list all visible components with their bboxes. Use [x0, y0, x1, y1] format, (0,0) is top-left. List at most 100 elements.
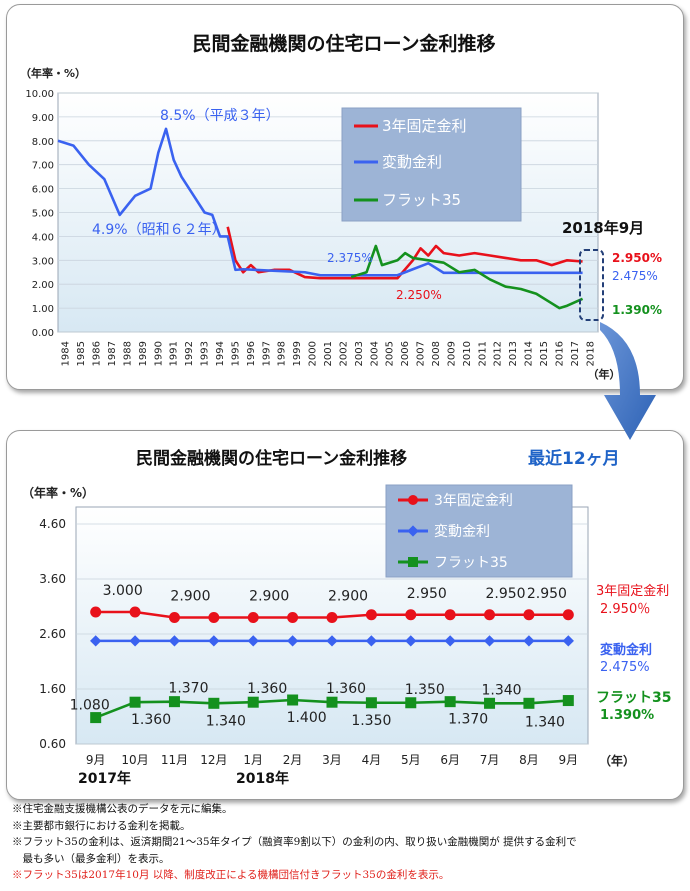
top-x-tick-label: 2010: [462, 341, 473, 366]
top-x-tick-label: 1984: [61, 341, 72, 366]
highlight-label: 2018年9月: [562, 219, 644, 237]
top-y-tick-label: 9.00: [32, 113, 54, 124]
top-legend-label-variable: 変動金利: [382, 153, 442, 171]
footnote: 最も多い（最多金利）を表示。: [12, 852, 170, 865]
bottom-data-label-fixed: 2.950: [485, 586, 525, 602]
bottom-point-variable: [444, 635, 456, 647]
bottom-grid: [76, 523, 588, 745]
side-label-variable-value: 2.475%: [600, 660, 650, 675]
bottom-point-fixed: [247, 612, 259, 623]
top-x-tick-label: 1999: [292, 341, 303, 366]
footnote: ※住宅金融支援機構公表のデータを元に編集。: [12, 803, 233, 815]
bottom-legend-label-variable: 変動金利: [434, 523, 490, 540]
bottom-point-fixed: [444, 609, 456, 621]
top-x-axis-unit: （年）: [588, 367, 621, 381]
top-x-tick-label: 2009: [446, 341, 457, 366]
bottom-data-label-flat35: 1.350: [405, 682, 445, 698]
top-legend-label-fixed: 3年固定金利: [382, 117, 467, 135]
bottom-data-label-flat35: 1.340: [206, 713, 246, 729]
bottom-point-variable: [523, 635, 535, 647]
bottom-x-tick-label: 9月: [558, 753, 578, 767]
top-series-line-flat35: [350, 244, 584, 310]
bottom-point-variable: [129, 635, 141, 647]
bottom-point-variable: [247, 635, 259, 647]
footnote: ※フラット35の金利は、返済期間21～35年タイプ（融資率9割以下）の金利の内、…: [12, 836, 577, 848]
end-label-variable: 2.475%: [612, 269, 658, 283]
top-x-tick-label: 1990: [153, 341, 164, 366]
annotation-peak: 8.5%（平成３年）: [160, 108, 280, 124]
top-y-tick-label: 7.00: [32, 161, 54, 172]
bottom-legend-label-flat35: フラット35: [434, 555, 508, 571]
bottom-data-label-flat35: 1.370: [168, 681, 208, 697]
bottom-data-label-flat35: 1.360: [326, 681, 366, 697]
bottom-data-label-flat35: 1.400: [287, 710, 327, 726]
bottom-x-axis-unit: （年）: [599, 753, 635, 768]
bottom-x-tick-label: 11月: [161, 753, 188, 767]
bottom-data-label-fixed: 2.900: [328, 589, 368, 605]
bottom-x-tick-label: 7月: [480, 753, 500, 767]
bottom-x-tick-label: 10月: [121, 753, 148, 767]
top-x-tick-label: 2013: [508, 341, 519, 366]
bottom-x-tick-label: 8月: [519, 753, 539, 767]
bottom-point-fixed: [168, 612, 180, 623]
bottom-point-flat35: [326, 696, 338, 708]
bottom-point-flat35: [129, 696, 141, 708]
annotation-low: 4.9%（昭和６２年）: [92, 222, 226, 238]
highlight-box: [579, 249, 604, 321]
bottom-point-fixed: [208, 612, 220, 623]
bottom-point-flat35: [365, 697, 377, 709]
zoom-arrow-icon: [600, 322, 656, 440]
top-y-tick-label: 1.00: [32, 304, 54, 315]
top-y-tick-label: 3.00: [32, 256, 54, 267]
top-x-tick-label: 1991: [169, 341, 180, 366]
year-label-2017: 2017年: [78, 770, 131, 787]
bottom-point-variable: [405, 635, 417, 647]
bottom-point-fixed: [562, 609, 574, 621]
top-x-tick-label: 2007: [416, 341, 427, 366]
bottom-y-tick-label: 0.60: [39, 737, 66, 751]
bottom-point-flat35: [484, 697, 496, 709]
bottom-point-flat35: [523, 697, 535, 709]
bottom-y-tick-label: 4.60: [39, 517, 66, 531]
bottom-point-fixed: [523, 609, 535, 621]
bottom-point-fixed: [326, 612, 338, 623]
bottom-point-fixed: [405, 609, 417, 621]
top-legend-label-flat35: フラット35: [382, 191, 461, 209]
bottom-point-variable: [326, 635, 338, 647]
bottom-data-label-flat35: 1.340: [481, 682, 521, 698]
bottom-point-variable: [286, 635, 299, 647]
bottom-data-label-flat35: 1.370: [448, 712, 488, 728]
bottom-legend-marker-variable: [407, 525, 419, 537]
side-label-flat-value: 1.390%: [600, 708, 654, 723]
top-x-tick-label: 2002: [338, 341, 349, 366]
bottom-data-label-flat35: 1.360: [247, 681, 287, 697]
top-x-tick-label: 1992: [184, 341, 195, 366]
bottom-point-fixed: [365, 609, 377, 621]
bottom-x-tick-label: 9月: [86, 753, 106, 767]
bottom-point-flat35: [444, 696, 456, 708]
bottom-data-label-flat35: 1.080: [70, 698, 110, 714]
bottom-chart-subtitle: 最近12ヶ月: [528, 448, 620, 469]
bottom-point-flat35: [562, 695, 574, 707]
top-x-tick-label: 2018: [585, 341, 596, 366]
bottom-point-variable: [208, 635, 220, 647]
top-y-tick-label: 6.00: [32, 185, 54, 196]
bottom-y-ticks: 0.60 1.60 2.60 3.60 4.60: [39, 517, 66, 751]
bottom-series-lines: [90, 606, 574, 724]
top-y-tick-label: 10.00: [25, 89, 54, 100]
bottom-legend-marker-flat35: [408, 557, 418, 567]
top-x-tick-label: 1998: [277, 341, 288, 366]
bottom-point-flat35: [405, 697, 417, 709]
side-label-fixed-name: 3年固定金利: [596, 583, 669, 599]
bottom-point-flat35: [287, 694, 299, 706]
bottom-point-variable: [168, 635, 181, 647]
top-series-line-variable: [57, 127, 583, 277]
footnote-highlight: ※フラット35は2017年10月 以降、制度改正による機構団信付きフラット35の…: [12, 869, 450, 881]
top-x-tick-label: 2017: [570, 341, 581, 366]
bottom-point-fixed: [484, 609, 496, 621]
top-y-tick-label: 5.00: [32, 209, 54, 220]
bottom-legend-marker-fixed: [408, 495, 418, 505]
bottom-data-label-fixed: 2.950: [407, 586, 447, 602]
top-x-tick-label: 2005: [385, 341, 396, 366]
top-x-tick-label: 1994: [215, 341, 226, 366]
